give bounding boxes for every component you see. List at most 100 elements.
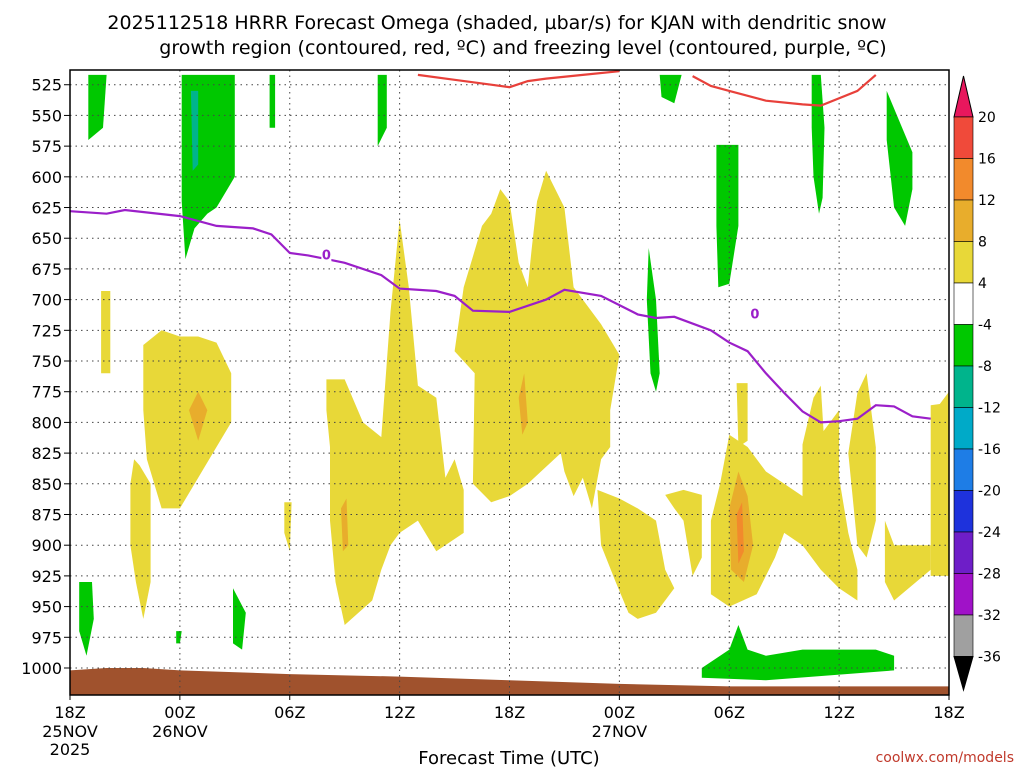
omega-region-20 <box>341 498 349 552</box>
colorbar-swatch-13 <box>953 614 974 657</box>
x-tick-date-0: 25NOV <box>42 722 98 741</box>
freezing-level-label-bg-0 <box>321 247 332 263</box>
omega-region-31 <box>884 520 931 601</box>
x-tick-label-48: 18Z <box>933 703 964 722</box>
colorbar-swatch-8 <box>953 407 974 450</box>
freezing-level-line <box>69 208 931 424</box>
omega-region-28 <box>736 383 748 447</box>
chart-title-line-2: growth region (contoured, red, ºC) and f… <box>159 37 886 59</box>
y-tick-label-600: 600 <box>31 168 62 187</box>
y-tick-label-925: 925 <box>31 567 62 586</box>
colorbar-label-4: 4 <box>978 276 987 292</box>
omega-region-11 <box>176 631 182 644</box>
y-tick-label-850: 850 <box>31 475 62 494</box>
y-tick-label-575: 575 <box>31 137 62 156</box>
y-tick-label-1000: 1000 <box>21 659 62 678</box>
y-tick-label-725: 725 <box>31 321 62 340</box>
colorbar-label-6: -8 <box>978 359 992 375</box>
omega-region-8 <box>886 90 913 226</box>
colorbar-bottom-arrow <box>953 656 974 692</box>
colorbar-swatch-5 <box>953 282 974 325</box>
colorbar-top-arrow <box>953 75 974 118</box>
colorbar-label-0: 20 <box>978 110 996 126</box>
y-tick-label-650: 650 <box>31 229 62 248</box>
colorbar-swatch-11 <box>953 531 974 574</box>
y-tick-label-775: 775 <box>31 383 62 402</box>
x-tick-label-30: 00Z <box>604 703 635 722</box>
colorbar-label-12: -32 <box>978 608 1001 624</box>
y-tick-label-675: 675 <box>31 260 62 279</box>
colorbar-label-3: 8 <box>978 235 987 251</box>
omega-region-16 <box>189 391 208 441</box>
x-tick-date-6: 26NOV <box>152 722 208 741</box>
omega-region-2 <box>190 90 199 171</box>
x-tick-date-30: 27NOV <box>592 722 648 741</box>
colorbar-swatch-4 <box>953 241 974 284</box>
colorbar-label-8: -16 <box>978 442 1001 458</box>
credit-text: coolwx.com/models <box>876 750 1014 766</box>
y-tick-label-800: 800 <box>31 413 62 432</box>
dgz-contour-segment-1 <box>692 74 877 107</box>
omega-region-14 <box>101 291 111 374</box>
omega-region-15 <box>143 330 232 509</box>
colorbar-label-10: -24 <box>978 525 1001 541</box>
colorbar-label-11: -28 <box>978 567 1001 583</box>
y-tick-label-625: 625 <box>31 199 62 218</box>
y-axis: 525 550 575 600 625 650 675 700 725 750 775 800 825 8… <box>21 76 70 678</box>
y-tick-label-825: 825 <box>31 444 62 463</box>
x-tick-label-36: 06Z <box>714 703 745 722</box>
x-tick-label-12: 06Z <box>274 703 305 722</box>
omega-region-10 <box>79 582 94 656</box>
colorbar-swatch-9 <box>953 448 974 491</box>
colorbar-label-7: -12 <box>978 401 1001 417</box>
y-tick-label-975: 975 <box>31 628 62 647</box>
freezing-level-label-1: 0 <box>750 307 759 322</box>
y-tick-label-550: 550 <box>31 106 62 125</box>
colorbar-label-9: -20 <box>978 484 1001 500</box>
chart-title: 2025112518 HRRR Forecast Omega (shaded, … <box>107 12 886 34</box>
freezing-level-label-bg-1 <box>749 306 760 322</box>
omega-region-6 <box>716 144 739 288</box>
omega-region-5 <box>659 74 682 104</box>
freezing-level-contour: 00 <box>69 208 931 424</box>
omega-region-23 <box>597 489 675 619</box>
y-tick-label-700: 700 <box>31 291 62 310</box>
omega-region-4 <box>377 74 387 147</box>
x-tick-label-42: 12Z <box>823 703 854 722</box>
x-tick-year-0: 2025 <box>50 740 91 759</box>
omega-region-9 <box>646 248 660 392</box>
colorbar-swatch-7 <box>953 365 974 408</box>
freezing-level-label-0: 0 <box>322 248 331 263</box>
x-tick-label-0: 18Z <box>54 703 85 722</box>
colorbar-swatch-3 <box>953 199 974 242</box>
dgz-contour-segment-0 <box>417 70 620 89</box>
omega-region-3 <box>269 74 276 128</box>
plot-area: 00 <box>69 69 950 696</box>
y-tick-label-950: 950 <box>31 598 62 617</box>
grid <box>70 70 949 695</box>
omega-region-12 <box>233 588 246 650</box>
colorbar-label-5: -4 <box>978 318 992 334</box>
x-tick-label-24: 18Z <box>494 703 525 722</box>
y-tick-label-875: 875 <box>31 505 62 524</box>
omega-region-24 <box>665 489 702 576</box>
colorbar-swatch-1 <box>953 116 974 159</box>
y-tick-label-525: 525 <box>31 76 62 95</box>
colorbar-label-2: 12 <box>978 193 996 209</box>
omega-region-0 <box>88 74 107 140</box>
omega-region-22 <box>518 373 528 435</box>
omega-region-7 <box>811 74 825 214</box>
x-tick-label-6: 00Z <box>164 703 195 722</box>
colorbar-swatch-6 <box>953 324 974 367</box>
x-axis-label: Forecast Time (UTC) <box>418 748 599 768</box>
omega-region-30 <box>736 502 744 564</box>
colorbar-label-13: -36 <box>978 650 1001 666</box>
omega-region-18 <box>284 502 292 552</box>
colorbar-label-1: 16 <box>978 152 996 168</box>
colorbar: 20 16 12 8 4 -4 -8 -12 -16 -20 -24 -28 -32 -36 <box>953 75 1001 692</box>
y-tick-label-900: 900 <box>31 536 62 555</box>
x-tick-label-18: 12Z <box>384 703 415 722</box>
colorbar-swatch-12 <box>953 573 974 616</box>
omega-shading <box>79 74 949 681</box>
